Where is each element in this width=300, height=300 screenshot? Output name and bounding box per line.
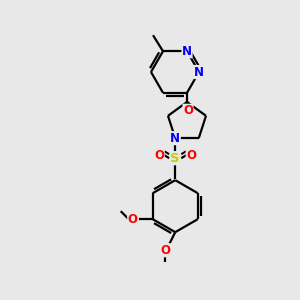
- Text: N: N: [170, 132, 180, 145]
- Text: O: O: [183, 104, 193, 117]
- Text: S: S: [170, 152, 180, 165]
- Text: N: N: [182, 45, 192, 58]
- Text: O: O: [186, 149, 196, 162]
- Text: O: O: [128, 213, 138, 226]
- Text: O: O: [160, 244, 170, 257]
- Text: N: N: [194, 65, 204, 79]
- Text: O: O: [154, 149, 164, 162]
